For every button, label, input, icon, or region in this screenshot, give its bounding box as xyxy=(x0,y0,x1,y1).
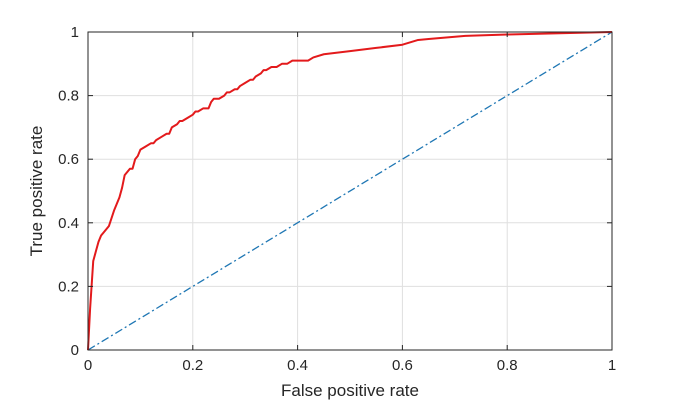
x-tick-label: 1 xyxy=(608,357,616,374)
y-axis-label: True positive rate xyxy=(27,126,46,257)
x-tick-label: 0.6 xyxy=(392,357,413,374)
x-tick-label: 0.8 xyxy=(497,357,518,374)
x-axis-label: False positive rate xyxy=(281,381,419,400)
y-tick-label: 0.8 xyxy=(58,88,79,105)
y-tick-label: 0.2 xyxy=(58,278,79,295)
roc-curve-line xyxy=(87,31,613,351)
series-layer xyxy=(87,31,613,351)
y-tick-label: 0.6 xyxy=(58,151,79,168)
y-tick-labels: 0 0.2 0.4 0.6 0.8 1 xyxy=(58,24,79,359)
x-tick-label: 0.2 xyxy=(182,357,203,374)
ticks xyxy=(87,31,613,351)
x-tick-label: 0.4 xyxy=(287,357,308,374)
y-tick-label: 1 xyxy=(71,24,79,41)
chance-diagonal-line xyxy=(87,31,613,351)
y-tick-label: 0.4 xyxy=(58,215,79,232)
y-tick-label: 0 xyxy=(71,342,79,359)
x-tick-labels: 0 0.2 0.4 0.6 0.8 1 xyxy=(84,357,616,374)
plot-area-border xyxy=(87,31,613,351)
x-tick-label: 0 xyxy=(84,357,92,374)
